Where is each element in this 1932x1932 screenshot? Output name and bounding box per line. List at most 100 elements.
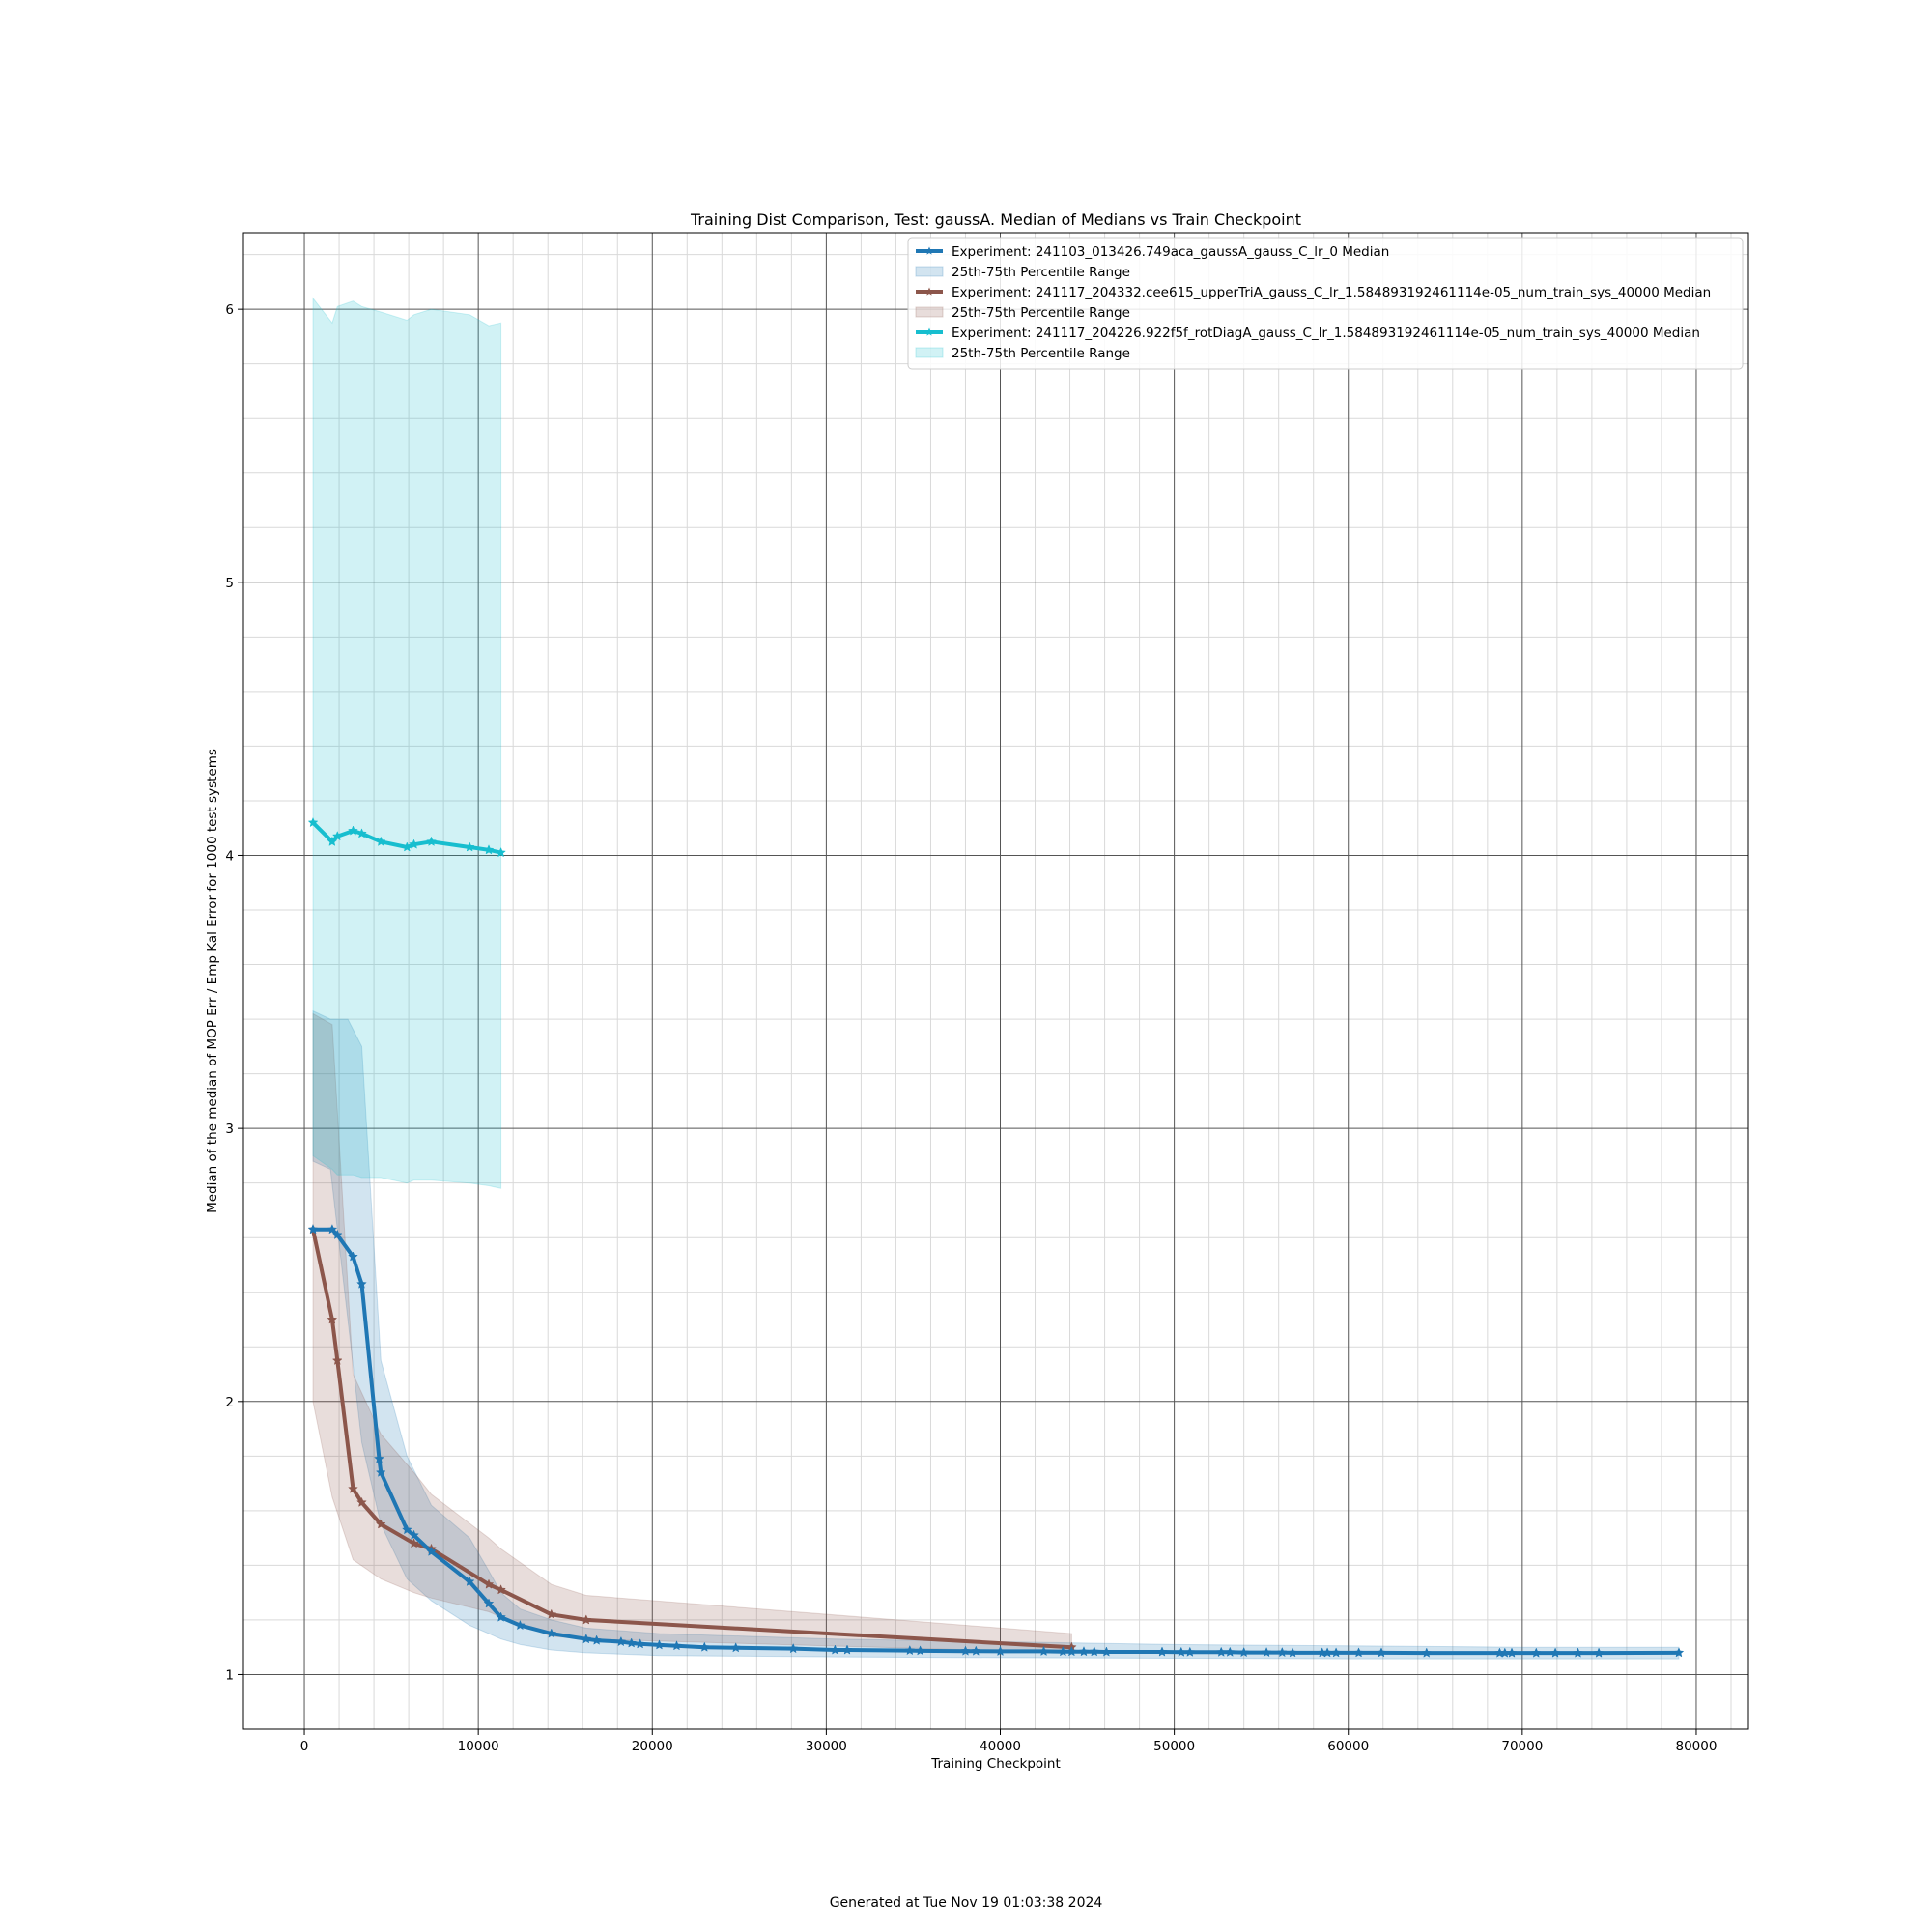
data-point [496, 1584, 506, 1595]
y-axis-label: Median of the median of MOP Err / Emp Ka… [205, 749, 220, 1213]
data-point [375, 1466, 386, 1477]
data-point [1530, 1647, 1542, 1658]
data-point [787, 1642, 799, 1654]
data-point [1224, 1646, 1236, 1657]
legend-band-swatch [915, 347, 944, 358]
data-point [1065, 1646, 1077, 1657]
data-point [348, 1251, 358, 1262]
data-point [483, 1578, 495, 1589]
data-point [841, 1644, 853, 1655]
data-point [698, 1641, 710, 1652]
generated-timestamp: Generated at Tue Nov 19 01:03:38 2024 [829, 1895, 1103, 1911]
data-point [1238, 1646, 1250, 1658]
data-point [546, 1628, 557, 1638]
data-point [426, 1546, 437, 1556]
x-tick-label: 20000 [632, 1739, 673, 1754]
y-tick-label: 2 [225, 1395, 234, 1410]
data-point [1506, 1647, 1518, 1658]
data-point [1330, 1647, 1342, 1658]
data-point [1573, 1647, 1583, 1658]
data-point [307, 816, 319, 828]
legend-entry-median: Experiment: 241103_013426.749aca_gaussA_… [952, 244, 1389, 260]
data-point [356, 828, 367, 838]
data-point [1421, 1647, 1433, 1658]
data-point [995, 1645, 1006, 1657]
data-point [591, 1634, 603, 1645]
data-point [496, 1611, 506, 1622]
plot-frame [242, 232, 1749, 1730]
chart-title: Training Dist Comparison, Test: gaussA. … [690, 211, 1301, 229]
data-point [1276, 1646, 1288, 1658]
x-axis-label: Training Checkpoint [930, 1756, 1061, 1772]
percentile-bands [312, 297, 1680, 1660]
data-point [496, 846, 506, 858]
data-point [581, 1614, 592, 1625]
data-point [915, 1645, 926, 1656]
data-point [1038, 1645, 1049, 1657]
data-point [464, 841, 475, 852]
data-point [356, 1278, 367, 1289]
data-point [374, 1453, 384, 1463]
data-point [1376, 1647, 1387, 1658]
data-point [904, 1644, 916, 1656]
data-point [1184, 1646, 1196, 1657]
data-point [409, 838, 419, 849]
legend-marker [924, 246, 934, 255]
data-point [626, 1637, 638, 1648]
data-point [401, 1524, 412, 1535]
data-point [375, 836, 386, 846]
data-point [426, 836, 437, 846]
data-point [1156, 1646, 1168, 1657]
grid [243, 233, 1748, 1730]
data-point [1353, 1647, 1364, 1658]
data-point [671, 1640, 682, 1651]
legend-band-swatch [915, 266, 944, 277]
x-tick-label: 30000 [806, 1739, 847, 1754]
data-point [331, 1354, 343, 1365]
x-tick-label: 0 [300, 1739, 309, 1754]
data-point [327, 1314, 338, 1324]
data-point [375, 1519, 386, 1529]
series-lines [307, 816, 1685, 1658]
legend: Experiment: 241103_013426.749aca_gaussA_… [907, 237, 1744, 370]
x-tick-label: 40000 [980, 1739, 1021, 1754]
data-point [483, 1598, 495, 1608]
data-point [1078, 1646, 1090, 1657]
x-tick-label: 70000 [1501, 1739, 1543, 1754]
y-tick-label: 5 [225, 576, 234, 591]
data-point [970, 1645, 981, 1656]
data-point [581, 1634, 592, 1644]
data-point [960, 1645, 971, 1656]
data-point [1057, 1646, 1068, 1657]
data-point [1549, 1647, 1561, 1658]
x-tick-label: 10000 [458, 1739, 499, 1754]
data-point [1176, 1646, 1187, 1657]
data-point [1089, 1646, 1100, 1657]
data-point [1593, 1647, 1605, 1658]
data-point [514, 1619, 526, 1631]
legend-entry-band: 25th-75th Percentile Range [952, 346, 1130, 361]
data-point [348, 1483, 358, 1493]
data-point [409, 1529, 419, 1540]
data-point [307, 1224, 319, 1235]
data-point [1673, 1647, 1685, 1658]
legend-box [907, 237, 1744, 370]
legend-marker [924, 287, 934, 296]
data-point [348, 825, 358, 836]
data-point [615, 1635, 627, 1647]
data-point [483, 844, 495, 855]
data-point [829, 1644, 840, 1655]
y-tick-label: 3 [225, 1122, 234, 1137]
legend-band-swatch [915, 306, 944, 318]
percentile-band-1 [312, 1009, 1680, 1660]
percentile-band-3 [312, 297, 502, 1189]
data-point [635, 1638, 646, 1649]
data-point [546, 1608, 557, 1619]
data-point [730, 1642, 742, 1653]
data-point [331, 831, 343, 841]
data-point [1287, 1647, 1298, 1658]
data-point [327, 1224, 338, 1235]
legend-entry-band: 25th-75th Percentile Range [952, 305, 1130, 321]
data-point [331, 1229, 343, 1239]
x-tick-label: 60000 [1327, 1739, 1369, 1754]
